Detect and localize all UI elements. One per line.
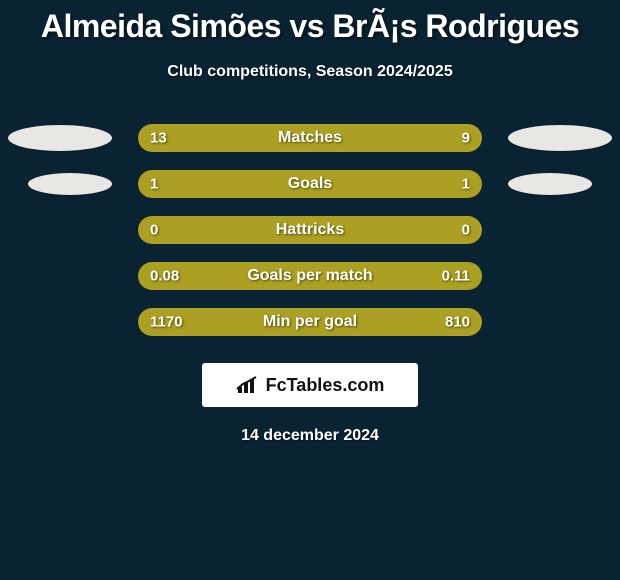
decorative-ellipse bbox=[508, 173, 592, 195]
date-text: 14 december 2024 bbox=[0, 427, 620, 445]
bar-left-fill bbox=[138, 124, 341, 152]
decorative-ellipse bbox=[28, 173, 112, 195]
decorative-ellipse bbox=[508, 125, 612, 151]
page-subtitle: Club competitions, Season 2024/2025 bbox=[0, 63, 620, 81]
bar-right-fill bbox=[341, 308, 482, 336]
page-title: Almeida Simões vs BrÃ¡s Rodrigues bbox=[0, 8, 620, 45]
bar-left-fill bbox=[138, 308, 341, 336]
bar-right-fill bbox=[282, 262, 482, 290]
bar-chart-icon bbox=[236, 375, 262, 395]
stat-bar: Matches139 bbox=[138, 124, 482, 152]
logo-text: FcTables.com bbox=[266, 375, 385, 396]
bar-right-fill bbox=[310, 216, 482, 244]
bar-right-fill bbox=[341, 124, 482, 152]
stat-row: Hattricks00 bbox=[0, 207, 620, 253]
stat-row: Min per goal1170810 bbox=[0, 299, 620, 345]
bar-left-fill bbox=[138, 170, 310, 198]
bar-left-fill bbox=[138, 262, 282, 290]
stat-bar: Goals per match0.080.11 bbox=[138, 262, 482, 290]
stat-bar: Goals11 bbox=[138, 170, 482, 198]
stat-bar: Min per goal1170810 bbox=[138, 308, 482, 336]
stat-row: Goals per match0.080.11 bbox=[0, 253, 620, 299]
logo-badge: FcTables.com bbox=[202, 363, 418, 407]
stats-section: Matches139 Goals11 Hattricks00 Goals per ma… bbox=[0, 115, 620, 345]
bar-right-fill bbox=[310, 170, 482, 198]
bar-left-fill bbox=[138, 216, 310, 244]
comparison-card: Almeida Simões vs BrÃ¡s Rodrigues Club c… bbox=[0, 0, 620, 445]
stat-row: Goals11 bbox=[0, 161, 620, 207]
stat-row: Matches139 bbox=[0, 115, 620, 161]
decorative-ellipse bbox=[8, 125, 112, 151]
stat-bar: Hattricks00 bbox=[138, 216, 482, 244]
